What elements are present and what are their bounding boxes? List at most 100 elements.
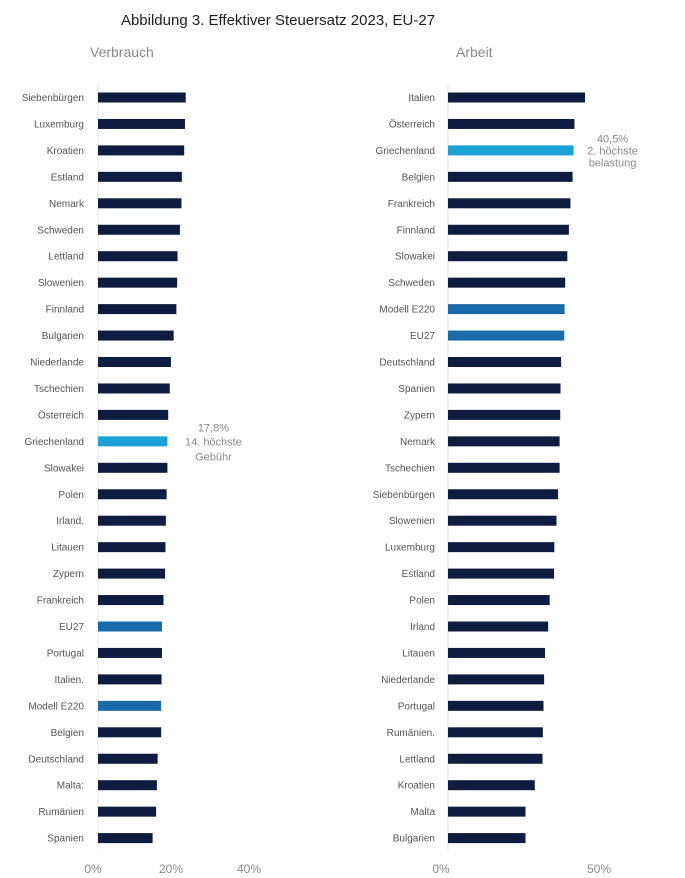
bar-spanien	[448, 383, 561, 394]
bar-estland	[98, 171, 182, 182]
category-label: Frankreich	[388, 199, 435, 210]
x-tick-label: 0%	[84, 862, 102, 876]
annotation-text: belastung	[589, 157, 637, 169]
bar-bulgarien	[98, 330, 174, 341]
bar-bulgarien	[448, 833, 526, 844]
category-label: Spanien	[398, 384, 435, 395]
category-label: Niederlande	[381, 675, 435, 686]
bar-kroatien	[98, 145, 185, 156]
annotation-text: 2. höchste	[587, 145, 638, 157]
category-label: Zypern	[53, 569, 84, 580]
bar-eu27	[98, 621, 162, 632]
category-label: Rumänien	[38, 807, 84, 818]
category-label: Österreich	[389, 118, 435, 130]
bar-griechenland	[98, 436, 168, 447]
bar-modell-e220	[448, 304, 565, 315]
category-label: Slowenien	[38, 278, 84, 289]
bar-kroatien	[448, 780, 535, 791]
bar-litauen	[448, 647, 546, 658]
category-label: Slowakei	[44, 463, 84, 474]
panel-title-verbrauch: Verbrauch	[90, 44, 154, 60]
category-label: Österreich	[38, 409, 84, 421]
category-label: Slowakei	[395, 252, 435, 263]
category-label: Belgien	[402, 172, 435, 183]
category-label: Spanien	[47, 834, 84, 845]
category-label: Niederlande	[30, 358, 84, 369]
category-label: Siebenbürgen	[373, 490, 435, 501]
category-label: Nemark	[400, 437, 436, 448]
arbeit-panel: Italien Österreich Griechenland 40,5%2. höc…	[373, 84, 638, 876]
bar-finnland	[98, 304, 177, 315]
category-label: Luxemburg	[34, 119, 84, 130]
bar-italien-	[98, 674, 162, 685]
category-label: Litauen	[402, 648, 435, 659]
category-label: Italien.	[55, 675, 84, 686]
bar-griechenland	[448, 145, 574, 156]
category-label: Polen	[409, 596, 435, 607]
bar-modell-e220	[98, 700, 162, 711]
x-tick-label: 20%	[159, 862, 183, 876]
category-label: Griechenland	[25, 437, 84, 448]
x-tick-label: 50%	[587, 862, 611, 876]
category-label: Lettland	[399, 754, 435, 765]
bar-österreich	[448, 118, 575, 129]
bar-deutschland	[98, 753, 158, 764]
category-label: Nemark	[49, 199, 85, 210]
category-label: Italien	[408, 93, 435, 104]
bar-deutschland	[448, 357, 562, 367]
bar-rumänien	[98, 806, 157, 817]
category-label: Portugal	[398, 701, 435, 712]
bar-frankreich	[448, 198, 571, 209]
bar-frankreich	[98, 595, 164, 606]
annotation-text: 14. höchste	[185, 436, 242, 448]
bar-polen	[98, 489, 167, 500]
category-label: Kroatien	[47, 146, 84, 157]
bar-estland	[448, 568, 555, 579]
category-label: Estland	[51, 172, 84, 183]
category-label: Schweden	[37, 225, 84, 236]
category-label: Griechenland	[376, 146, 435, 157]
category-label: Lettland	[48, 252, 84, 263]
annotation-text: 17,8%	[198, 422, 229, 434]
bar-belgien	[98, 727, 162, 738]
category-label: Deutschland	[379, 358, 435, 369]
category-label: Malta	[411, 807, 436, 818]
bar-slowakei	[98, 462, 168, 473]
bar-schweden	[448, 277, 566, 288]
category-label: Litauen	[51, 543, 84, 554]
category-label: Finnland	[46, 305, 84, 316]
category-label: EU27	[410, 331, 435, 342]
bar-eu27	[448, 330, 565, 341]
category-label: Zypern	[404, 410, 435, 421]
category-label: Tschechien	[385, 463, 435, 474]
bar-schweden	[98, 224, 180, 235]
category-label: Slowenien	[389, 516, 435, 527]
category-label: Siebenbürgen	[22, 93, 84, 104]
x-tick-label: 40%	[237, 862, 261, 876]
category-label: Modell E220	[28, 701, 84, 712]
bar-italien	[448, 92, 586, 103]
category-label: Deutschland	[28, 754, 84, 765]
bar-slowenien	[98, 277, 178, 288]
category-label: Modell E220	[379, 305, 435, 316]
category-label: EU27	[59, 622, 84, 633]
bar-belgien	[448, 171, 573, 182]
category-label: Frankreich	[37, 596, 84, 607]
category-label: Kroatien	[398, 781, 435, 792]
category-label: Malta:	[57, 781, 84, 792]
bar-siebenbürgen	[98, 92, 186, 103]
bar-portugal	[448, 700, 544, 711]
chart-title: Abbildung 3. Effektiver Steuersatz 2023,…	[121, 12, 435, 29]
category-label: Polen	[58, 490, 84, 501]
verbrauch-panel: Siebenbürgen Luxemburg Kroatien Estland Nema…	[22, 84, 261, 876]
bar-malta-	[98, 780, 157, 791]
bar-slowenien	[448, 515, 557, 526]
bar-spanien	[98, 833, 153, 844]
annotation-text: 40,5%	[597, 133, 628, 145]
category-label: Bulgarien	[393, 834, 435, 845]
panel-title-arbeit: Arbeit	[456, 44, 493, 60]
x-tick-label: 0%	[432, 862, 450, 876]
category-label: Luxemburg	[385, 543, 435, 554]
category-label: Belgien	[51, 728, 84, 739]
category-label: Portugal	[47, 648, 84, 659]
